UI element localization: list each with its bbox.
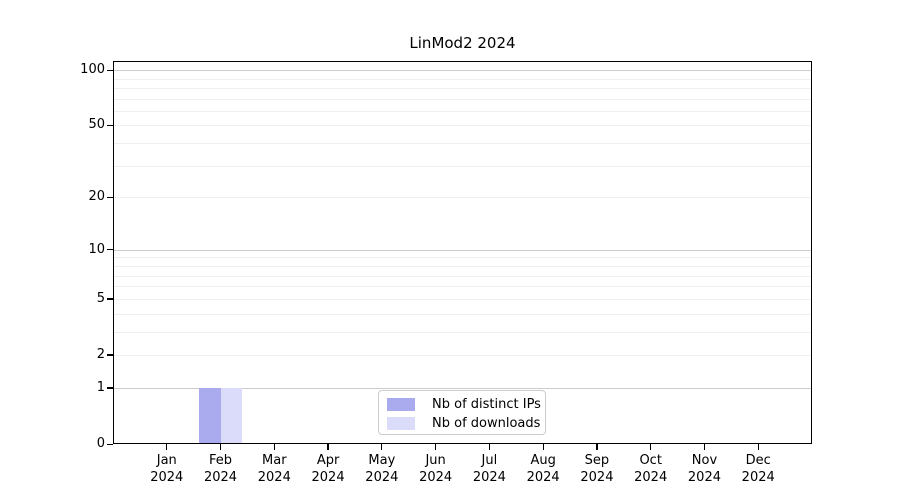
y-gridline-minor: [113, 197, 812, 199]
x-tick-label: Apr 2024: [300, 452, 356, 486]
x-tick-year: 2024: [526, 470, 560, 485]
x-tick-year: 2024: [580, 470, 614, 485]
x-tick-label: Sep 2024: [569, 452, 625, 486]
plot-area: Nb of distinct IPs Nb of downloads 0 1 2 5 1…: [80, 61, 812, 485]
x-tick-month: Mar: [262, 453, 287, 468]
x-tick-year: 2024: [419, 470, 453, 485]
bar-distinct-ips-feb: [199, 387, 221, 443]
plot-frame: [113, 61, 812, 444]
y-tick-label: 5: [96, 290, 105, 306]
y-gridline-minor: [113, 313, 812, 315]
legend-swatch-distinct-ips: [387, 398, 415, 411]
x-tick: [488, 444, 490, 450]
x-tick-label: Feb 2024: [193, 452, 249, 486]
legend-row-distinct-ips: Nb of distinct IPs: [379, 395, 545, 414]
x-tick-year: 2024: [634, 470, 668, 485]
x-tick-month: Aug: [530, 453, 556, 468]
x-tick-month: Oct: [639, 453, 662, 468]
x-tick: [435, 444, 437, 450]
y-tick-label: 2: [96, 346, 105, 362]
x-tick-year: 2024: [150, 470, 184, 485]
y-tick-label: 1: [96, 379, 105, 395]
x-tick-month: Feb: [209, 453, 233, 468]
x-tick-label: Jul 2024: [461, 452, 517, 486]
x-tick-month: Jul: [481, 453, 498, 468]
x-tick-year: 2024: [741, 470, 775, 485]
x-tick-month: Jan: [156, 453, 177, 468]
y-tick-label: 10: [88, 241, 105, 257]
y-tick: [107, 249, 113, 251]
y-gridline-minor: [113, 331, 812, 333]
x-tick-label: Nov 2024: [676, 452, 732, 486]
x-tick-label: Jun 2024: [408, 452, 464, 486]
y-tick: [107, 387, 113, 389]
bar-downloads-feb: [220, 387, 243, 443]
x-tick: [327, 444, 329, 450]
y-tick-label: 100: [80, 62, 105, 78]
legend: Nb of distinct IPs Nb of downloads: [378, 390, 546, 435]
y-gridline-minor: [113, 286, 812, 288]
x-tick-year: 2024: [472, 470, 506, 485]
chart-title: LinMod2 2024: [409, 34, 516, 52]
x-tick-year: 2024: [257, 470, 291, 485]
x-tick-label: Aug 2024: [515, 452, 571, 486]
y-gridline-major: [113, 70, 812, 72]
x-tick: [650, 444, 652, 450]
y-tick-label: 50: [88, 117, 105, 133]
x-tick-month: Jun: [425, 453, 446, 468]
y-gridline-minor: [113, 275, 812, 277]
x-tick: [381, 444, 383, 450]
x-tick: [542, 444, 544, 450]
y-tick: [107, 354, 113, 356]
x-tick-year: 2024: [203, 470, 238, 485]
x-tick-month: Nov: [691, 453, 718, 468]
x-tick: [596, 444, 598, 450]
y-gridline-minor: [113, 78, 812, 80]
y-gridline-minor: [113, 143, 812, 145]
x-tick: [703, 444, 706, 450]
y-gridline-minor: [113, 354, 812, 356]
y-gridline-minor: [113, 110, 812, 112]
legend-label-distinct-ips: Nb of distinct IPs: [432, 397, 541, 412]
y-gridline-major: [113, 249, 812, 251]
y-gridline-minor: [113, 298, 812, 300]
x-tick-month: May: [368, 453, 396, 468]
y-gridline-major: [113, 387, 812, 389]
legend-row-downloads: Nb of downloads: [379, 414, 545, 433]
x-tick-label: Dec 2024: [730, 452, 786, 486]
x-tick-label: May 2024: [354, 452, 410, 486]
x-tick-year: 2024: [311, 470, 345, 485]
x-tick-month: Apr: [316, 453, 340, 468]
y-tick-label: 20: [88, 189, 105, 205]
y-tick: [107, 124, 113, 127]
x-tick-year: 2024: [365, 470, 399, 485]
y-gridline-minor: [113, 265, 812, 267]
y-gridline-minor: [113, 165, 812, 167]
x-tick: [219, 444, 222, 450]
y-tick: [107, 196, 113, 199]
x-tick-label: Jan 2024: [139, 452, 195, 486]
y-gridline-minor: [113, 87, 812, 89]
y-tick-label: 0: [96, 436, 105, 451]
x-tick: [757, 444, 759, 450]
x-tick-label: Oct 2024: [623, 452, 679, 486]
legend-label-downloads: Nb of downloads: [432, 416, 541, 431]
x-tick-month: Sep: [584, 453, 610, 468]
x-tick-label: Mar 2024: [246, 452, 302, 486]
x-tick: [166, 444, 168, 450]
y-tick: [107, 69, 113, 71]
x-tick: [273, 444, 275, 450]
y-tick: [107, 298, 113, 300]
y-tick: [107, 443, 113, 445]
y-gridline-minor: [113, 125, 812, 127]
x-tick-month: Dec: [745, 453, 771, 468]
x-tick-year: 2024: [687, 470, 721, 485]
legend-swatch-downloads: [387, 417, 415, 430]
y-gridline-minor: [113, 257, 812, 259]
y-gridline-minor: [113, 98, 812, 100]
